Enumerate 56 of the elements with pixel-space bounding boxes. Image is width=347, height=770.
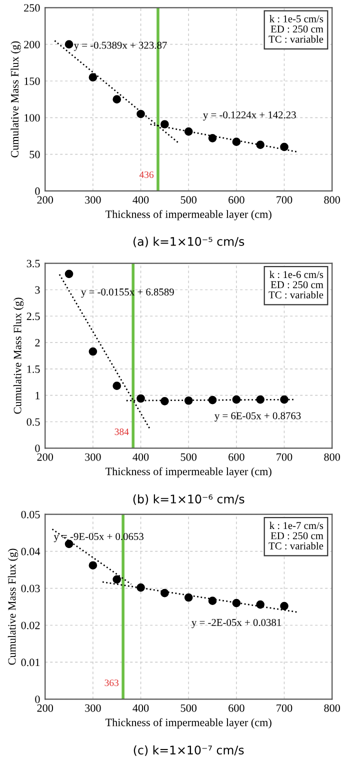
- y-tick-label: 200: [24, 40, 40, 48]
- x-tick-label: 800: [324, 704, 340, 712]
- x-tick-label: 500: [180, 196, 197, 204]
- annotation: k : 1e-7 cm/s ED : 250 cm TC : variable: [268, 522, 324, 550]
- y-tick-label: 250: [24, 4, 40, 12]
- y-tick-label: 0.04: [21, 548, 40, 556]
- x-tick-label: 600: [228, 453, 244, 461]
- y-tick-label: 1.5: [27, 365, 40, 373]
- x-tick-label: 600: [228, 196, 244, 204]
- y-tick-label: 0: [35, 187, 40, 195]
- y-tick-label: 0: [35, 696, 40, 704]
- x-tick-label: 300: [85, 453, 101, 461]
- x-tick-label: 700: [276, 704, 292, 712]
- y-tick-label: 0.01: [21, 658, 40, 666]
- y-tick-label: 100: [24, 114, 40, 122]
- y-tick-label: 0.5: [26, 418, 40, 426]
- x-tick-label: 600: [228, 704, 244, 712]
- ref-line-label: 436: [139, 171, 154, 178]
- y-tick-label: 0.02: [21, 622, 40, 630]
- y-tick-label: 2.5: [26, 312, 40, 320]
- y-tick-label: 0: [35, 444, 40, 452]
- annotation: k : 1e-6 cm/s ED : 250 cm TC : variable: [268, 270, 324, 298]
- x-tick-label: 400: [132, 453, 149, 461]
- x-tick-label: 400: [132, 704, 149, 712]
- text: (b) k=1×10⁻⁶ cm/s: [133, 494, 244, 505]
- y-tick-label: 2: [35, 339, 40, 346]
- y-tick-label: 3.5: [26, 260, 40, 268]
- ref-line-label: 384: [114, 428, 129, 436]
- y-tick-label: 50: [30, 150, 40, 158]
- y-tick-label: 0.05: [21, 510, 40, 518]
- ref-line-label: 363: [104, 680, 119, 686]
- annotation: k : 1e-5 cm/s ED : 250 cm TC : variable: [268, 15, 324, 43]
- x-tick-label: 500: [180, 453, 197, 461]
- x-tick-label: 300: [85, 704, 101, 712]
- x-axis-title: Thickness of impermeable layer (cm): [105, 718, 272, 728]
- x-tick-label: 300: [85, 196, 101, 204]
- text: (a) k=1×10⁻⁵ cm/s: [134, 236, 244, 248]
- annotation: y = -2E-05x + 0.0381: [192, 618, 281, 628]
- x-tick-label: 700: [276, 453, 292, 461]
- y-axis-title: Cumulative Mass Flux (g): [10, 41, 21, 158]
- x-axis-title: Thickness of impermeable layer (cm): [105, 210, 272, 220]
- annotation: y = 6E-05x + 0.8763: [214, 412, 301, 422]
- x-tick-label: 400: [132, 196, 149, 204]
- text: (c) k=1×10⁻⁷ cm/s: [134, 745, 244, 756]
- y-tick-label: 1: [36, 392, 40, 400]
- y-axis-title: Cumulative Mass Flux (g): [8, 548, 18, 665]
- y-axis-title: Cumulative Mass Flux (g): [13, 298, 24, 414]
- y-tick-label: 150: [24, 77, 40, 85]
- x-tick-label: 700: [276, 196, 292, 204]
- x-tick-label: 500: [180, 704, 197, 712]
- x-axis-title: Thickness of impermeable layer (cm): [105, 467, 272, 478]
- annotation: y = -0.1224x + 142.23: [203, 111, 296, 121]
- y-tick-label: 0.03: [21, 584, 40, 592]
- x-tick-label: 800: [324, 196, 340, 204]
- x-tick-label: 800: [324, 453, 340, 461]
- y-tick-label: 3: [35, 286, 40, 294]
